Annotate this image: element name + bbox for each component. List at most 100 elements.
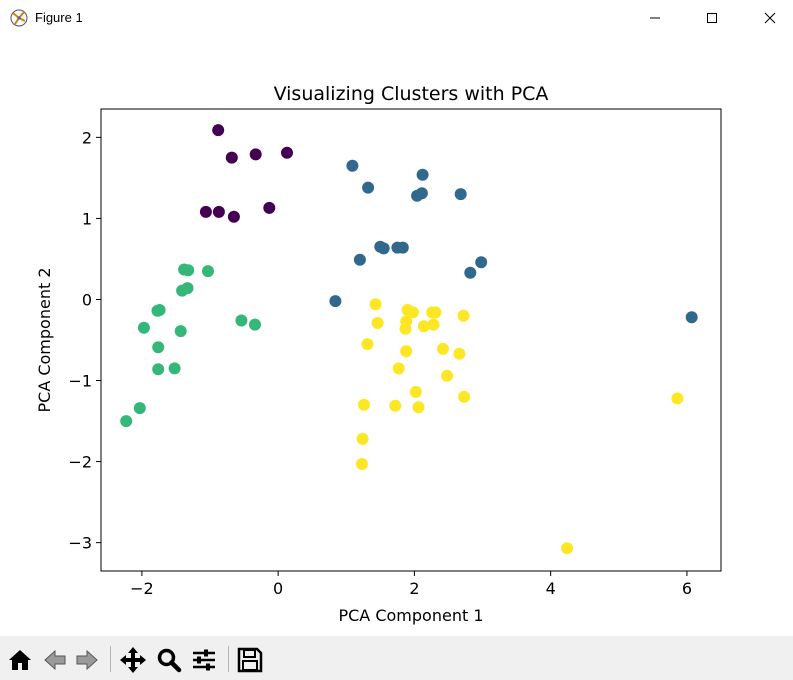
data-point-cluster-1 — [415, 187, 428, 200]
ticks-layer: −2 0 2 4 6 −3 −2 −1 0 1 2 — [68, 128, 692, 598]
minimize-button[interactable] — [632, 0, 678, 36]
x-axis-label: PCA Component 1 — [338, 606, 483, 625]
data-point-cluster-3 — [361, 338, 374, 351]
data-point-cluster-1 — [329, 295, 342, 308]
scatter-chart: −2 0 2 4 6 −3 −2 −1 0 1 2 Visualizing Clusters wit… — [35, 83, 722, 625]
data-point-cluster-2 — [235, 314, 248, 327]
home-button[interactable] — [5, 646, 35, 674]
data-point-cluster-0 — [199, 205, 212, 218]
save-icon — [237, 647, 263, 673]
data-point-cluster-1 — [464, 266, 477, 279]
x-tick-label: 2 — [409, 579, 419, 598]
forward-button[interactable] — [72, 646, 102, 674]
chart-title: Visualizing Clusters with PCA — [274, 83, 549, 105]
data-point-cluster-3 — [561, 542, 573, 555]
data-point-cluster-1 — [454, 188, 467, 201]
data-point-cluster-2 — [152, 341, 165, 354]
data-point-cluster-3 — [399, 322, 412, 335]
data-point-cluster-2 — [137, 321, 150, 334]
y-tick-label: −3 — [68, 534, 92, 553]
data-point-cluster-3 — [392, 362, 405, 375]
data-point-cluster-1 — [353, 253, 366, 266]
move-icon — [120, 647, 146, 673]
matplotlib-app-icon — [10, 9, 28, 27]
back-button[interactable] — [40, 646, 70, 674]
toolbar-separator — [228, 646, 229, 672]
y-axis-label: PCA Component 2 — [35, 267, 54, 412]
toolbar-separator — [110, 646, 111, 672]
y-tick-label: 0 — [82, 290, 92, 309]
data-point-cluster-3 — [457, 309, 470, 322]
back-arrow-icon — [44, 649, 66, 671]
data-point-cluster-1 — [377, 242, 390, 255]
data-point-cluster-3 — [409, 385, 422, 398]
minimize-icon — [650, 17, 660, 19]
y-tick-label: −1 — [68, 372, 92, 391]
x-tick-label: −2 — [130, 579, 154, 598]
data-point-cluster-0 — [249, 148, 262, 161]
data-point-cluster-3 — [429, 306, 442, 319]
data-point-cluster-3 — [407, 306, 419, 319]
data-point-cluster-0 — [281, 146, 293, 159]
axes-frame — [100, 108, 722, 572]
zoom-icon — [157, 648, 182, 673]
x-tick-label: 6 — [682, 579, 692, 598]
maximize-icon — [707, 13, 717, 23]
data-point-cluster-2 — [151, 304, 164, 317]
data-point-cluster-3 — [358, 398, 370, 411]
data-point-cluster-0 — [212, 124, 225, 137]
data-point-cluster-3 — [355, 458, 368, 470]
pan-button[interactable] — [118, 646, 148, 674]
data-point-cluster-2 — [133, 402, 146, 415]
data-point-cluster-1 — [362, 181, 375, 194]
data-point-cluster-2 — [152, 363, 165, 376]
data-points-layer — [120, 124, 698, 555]
configure-subplots-button[interactable] — [189, 646, 219, 674]
navigation-toolbar — [0, 636, 793, 680]
data-point-cluster-3 — [356, 432, 369, 445]
data-point-cluster-3 — [369, 298, 382, 311]
data-point-cluster-1 — [346, 159, 359, 172]
data-point-cluster-3 — [453, 347, 466, 360]
data-point-cluster-1 — [475, 256, 488, 269]
y-tick-label: 1 — [82, 209, 92, 228]
window-title: Figure 1 — [35, 10, 83, 25]
data-point-cluster-2 — [120, 415, 133, 428]
y-tick-label: 2 — [82, 128, 92, 147]
forward-arrow-icon — [76, 649, 98, 671]
data-point-cluster-3 — [400, 345, 413, 358]
data-point-cluster-3 — [412, 401, 425, 414]
maximize-button[interactable] — [689, 0, 735, 36]
home-icon — [9, 650, 31, 670]
data-point-cluster-2 — [174, 325, 187, 338]
x-tick-label: 4 — [546, 579, 556, 598]
sliders-icon — [193, 649, 215, 671]
data-point-cluster-2 — [168, 362, 181, 375]
close-icon — [764, 12, 776, 24]
data-point-cluster-3 — [371, 317, 384, 329]
data-point-cluster-2 — [202, 265, 214, 278]
data-point-cluster-1 — [396, 241, 409, 254]
data-point-cluster-3 — [437, 342, 449, 355]
data-point-cluster-3 — [671, 392, 684, 405]
data-point-cluster-0 — [263, 201, 276, 214]
data-point-cluster-3 — [389, 399, 402, 412]
save-button[interactable] — [235, 646, 265, 674]
data-point-cluster-1 — [416, 168, 429, 181]
figure-canvas[interactable]: −2 0 2 4 6 −3 −2 −1 0 1 2 Visualizing Clusters wit… — [0, 36, 793, 636]
data-point-cluster-3 — [441, 369, 454, 382]
data-point-cluster-0 — [212, 205, 225, 218]
data-point-cluster-2 — [176, 284, 189, 297]
x-tick-label: 0 — [273, 579, 283, 598]
data-point-cluster-0 — [227, 210, 240, 223]
data-point-cluster-2 — [182, 264, 195, 277]
data-point-cluster-1 — [685, 311, 698, 324]
y-tick-label: −2 — [68, 453, 92, 472]
close-button[interactable] — [747, 0, 793, 36]
data-point-cluster-3 — [417, 320, 430, 333]
data-point-cluster-3 — [427, 318, 440, 331]
zoom-button[interactable] — [154, 646, 184, 674]
data-point-cluster-3 — [458, 390, 471, 403]
window-titlebar: Figure 1 — [0, 0, 793, 36]
data-point-cluster-2 — [249, 318, 261, 331]
